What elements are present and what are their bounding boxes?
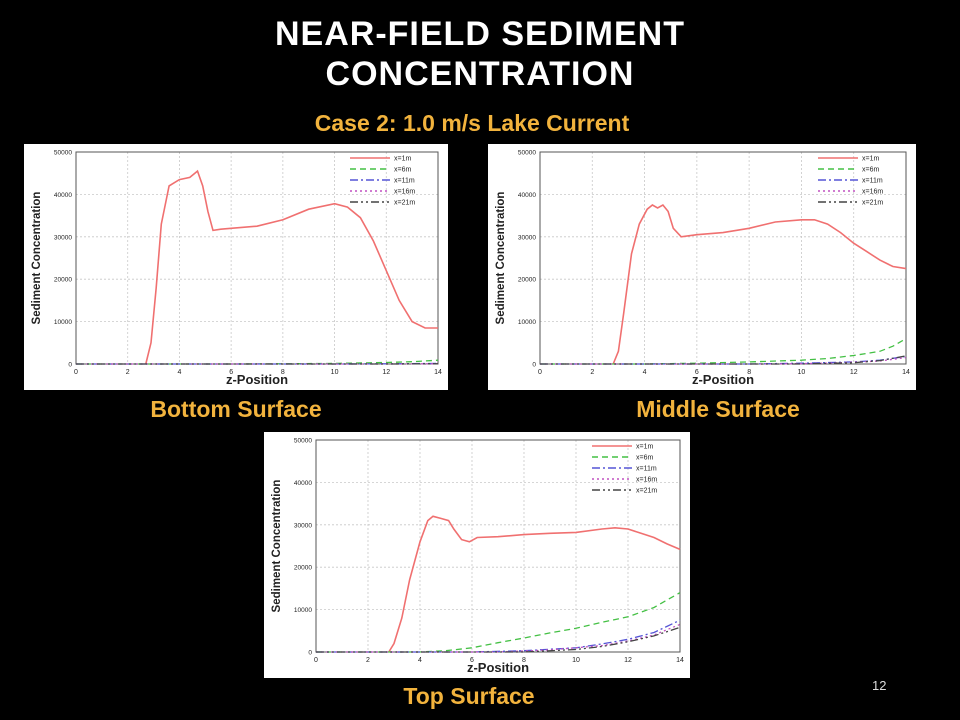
x-tick-label: 2 <box>590 369 594 376</box>
chart-panel-top-surface: 0 2 4 6 8 10 12 14 0 10000 20000 30000 40000 50000 z-P… <box>264 432 690 678</box>
page-number: 12 <box>872 678 887 693</box>
chart-bottom-surface: 0 2 4 6 8 10 12 14 0 10000 20000 30000 40000 50000 z-P… <box>31 150 442 388</box>
chart-panel-middle-surface: 0 2 4 6 8 10 12 14 0 10000 20000 30000 40000 50000 z-P… <box>488 144 916 390</box>
y-tick-label: 0 <box>532 362 536 369</box>
y-tick-label: 0 <box>68 362 72 369</box>
y-axis-label: Sediment Concentration <box>31 192 43 325</box>
x-axis-label: z-Position <box>692 372 754 387</box>
series-line-x=1m <box>612 203 907 365</box>
x-tick-label: 10 <box>798 369 806 376</box>
y-tick-label: 40000 <box>294 480 312 487</box>
series-line-x=21m <box>540 355 907 365</box>
chart-top-surface: 0 2 4 6 8 10 12 14 0 10000 20000 30000 40000 50000 z-P… <box>271 438 684 676</box>
x-tick-label: 6 <box>229 369 233 376</box>
slide-title-line2: CONCENTRATION <box>325 55 635 93</box>
x-tick-label: 4 <box>418 657 422 664</box>
legend-label: x=6m <box>636 455 653 462</box>
x-tick-label: 12 <box>624 657 632 664</box>
y-tick-label: 50000 <box>54 150 72 157</box>
x-tick-label: 6 <box>470 657 474 664</box>
y-tick-label: 10000 <box>54 319 72 326</box>
legend-label: x=1m <box>862 156 879 163</box>
series-line-x=1m <box>145 169 438 365</box>
x-tick-label: 12 <box>382 369 390 376</box>
y-tick-label: 30000 <box>54 234 72 241</box>
y-tick-label: 10000 <box>518 319 536 326</box>
y-tick-label: 0 <box>308 650 312 657</box>
x-axis-label: z-Position <box>467 660 529 675</box>
y-tick-label: 50000 <box>518 150 536 157</box>
x-tick-label: 12 <box>850 369 858 376</box>
y-tick-label: 50000 <box>294 438 312 445</box>
x-tick-label: 0 <box>74 369 78 376</box>
x-tick-label: 10 <box>572 657 580 664</box>
x-tick-label: 8 <box>281 369 285 376</box>
x-tick-label: 0 <box>538 369 542 376</box>
grid <box>315 439 681 653</box>
y-tick-label: 10000 <box>294 607 312 614</box>
x-tick-label: 14 <box>902 369 910 376</box>
plot-frame <box>539 151 907 365</box>
y-tick-label: 20000 <box>54 277 72 284</box>
slide-subtitle: Case 2: 1.0 m/s Lake Current <box>314 110 630 136</box>
legend: x=1m x=6m x=11m x=16m x=21m <box>350 156 415 207</box>
legend-label: x=6m <box>394 167 411 174</box>
series-line-x=21m <box>316 626 681 653</box>
chart-middle-surface: 0 2 4 6 8 10 12 14 0 10000 20000 30000 40000 50000 z-P… <box>495 150 910 388</box>
x-tick-label: 6 <box>695 369 699 376</box>
x-tick-label: 8 <box>747 369 751 376</box>
x-tick-label: 10 <box>331 369 339 376</box>
x-tick-label: 14 <box>676 657 684 664</box>
x-tick-label: 2 <box>126 369 130 376</box>
legend-label: x=1m <box>394 156 411 163</box>
caption-middle-surface: Middle Surface <box>636 396 800 422</box>
series-line-x=6m <box>540 338 907 365</box>
series-line-x=1m <box>388 515 681 653</box>
y-axis-label: Sediment Concentration <box>271 480 283 613</box>
x-tick-label: 8 <box>522 657 526 664</box>
y-tick-label: 30000 <box>294 522 312 529</box>
series-line-x=16m <box>316 623 681 653</box>
legend-label: x=21m <box>636 488 657 495</box>
plot-frame <box>315 439 681 653</box>
y-axis-label: Sediment Concentration <box>495 192 507 325</box>
plot-frame <box>75 151 439 365</box>
x-tick-label: 0 <box>314 657 318 664</box>
grid <box>75 151 439 365</box>
legend-label: x=11m <box>636 466 657 473</box>
legend-label: x=21m <box>862 200 883 207</box>
legend-label: x=16m <box>394 189 415 196</box>
series-line-x=16m <box>540 356 907 365</box>
legend: x=1m x=6m x=11m x=16m x=21m <box>818 156 883 207</box>
legend-label: x=1m <box>636 444 653 451</box>
x-tick-label: 14 <box>434 369 442 376</box>
legend-label: x=6m <box>862 167 879 174</box>
legend: x=1m x=6m x=11m x=16m x=21m <box>592 444 657 495</box>
y-tick-label: 20000 <box>518 277 536 284</box>
legend-label: x=11m <box>394 178 415 185</box>
series-line-x=6m <box>316 592 681 653</box>
y-tick-label: 30000 <box>518 234 536 241</box>
legend-label: x=21m <box>394 200 415 207</box>
series-line-x=11m <box>316 619 681 653</box>
caption-top-surface: Top Surface <box>403 683 535 709</box>
y-tick-label: 40000 <box>518 192 536 199</box>
y-tick-label: 40000 <box>54 192 72 199</box>
y-tick-label: 20000 <box>294 565 312 572</box>
caption-bottom-surface: Bottom Surface <box>150 396 322 422</box>
legend-label: x=16m <box>636 477 657 484</box>
slide-title-line1: NEAR-FIELD SEDIMENT <box>275 15 685 53</box>
x-axis-label: z-Position <box>226 372 288 387</box>
legend-label: x=16m <box>862 189 883 196</box>
slide-title: NEAR-FIELD SEDIMENT CONCENTRATION <box>0 14 960 94</box>
x-tick-label: 4 <box>643 369 647 376</box>
grid <box>539 151 907 365</box>
chart-panel-bottom-surface: 0 2 4 6 8 10 12 14 0 10000 20000 30000 40000 50000 z-P… <box>24 144 448 390</box>
x-tick-label: 4 <box>177 369 181 376</box>
legend-label: x=11m <box>862 178 883 185</box>
x-tick-label: 2 <box>366 657 370 664</box>
